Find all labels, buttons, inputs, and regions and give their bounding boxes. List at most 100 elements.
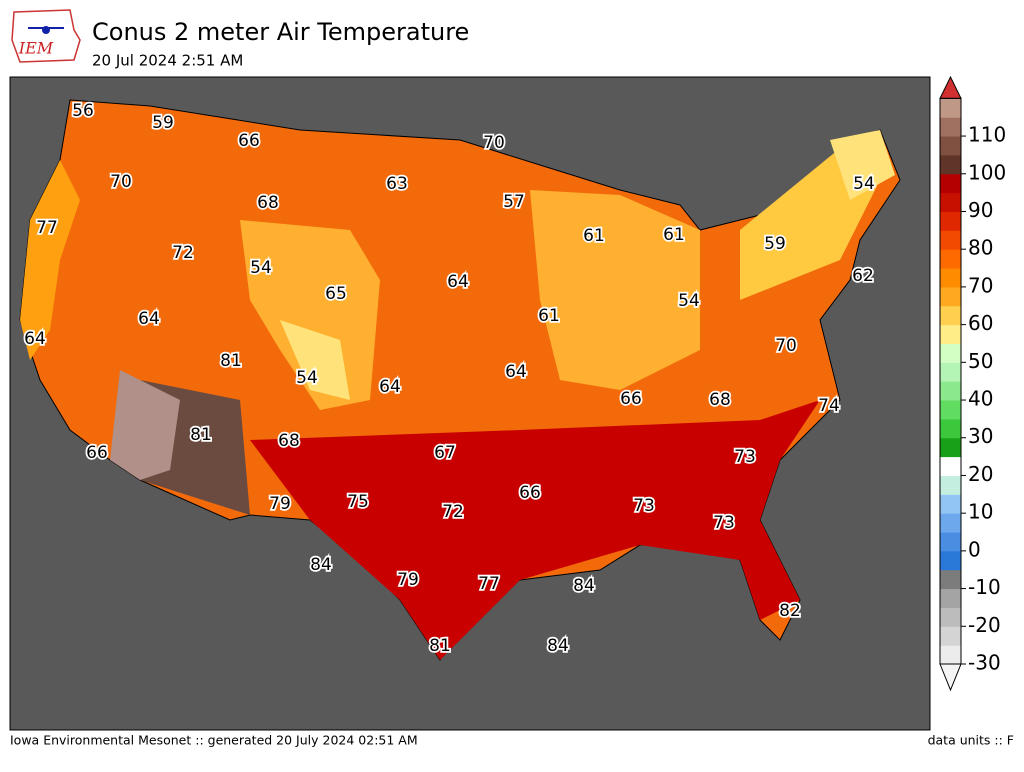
colorbar-segment — [940, 437, 961, 458]
station-value: 82 — [779, 601, 801, 621]
colorbar-segment — [940, 494, 961, 514]
logo: IEM — [11, 9, 81, 63]
station-value: 84 — [573, 576, 595, 596]
title: Conus 2 meter Air Temperature — [92, 18, 469, 46]
station-value: 70 — [483, 133, 505, 153]
colorbar-segment — [940, 154, 961, 175]
station-value: 54 — [678, 291, 700, 311]
colorbar-segment — [940, 607, 961, 627]
station-value: 66 — [86, 443, 108, 463]
station-value: 66 — [238, 131, 260, 151]
colorbar-segment — [940, 475, 961, 495]
colorbar-segment — [940, 98, 961, 118]
colorbar-segment — [940, 173, 961, 194]
station-value: 72 — [172, 243, 194, 263]
colorbar-segment — [940, 305, 961, 326]
station-value: 67 — [434, 443, 456, 463]
colorbar-label: 40 — [968, 387, 993, 411]
station-value: 56 — [72, 101, 94, 121]
station-value: 81 — [220, 351, 242, 371]
station-value: 63 — [386, 174, 408, 194]
colorbar-label: 50 — [968, 349, 993, 373]
colorbar-frame — [939, 97, 962, 665]
colorbar-segment — [940, 117, 961, 137]
colorbar-segment — [940, 324, 961, 344]
colorbar-label: -20 — [968, 613, 1001, 637]
colorbar-label: 90 — [968, 198, 993, 222]
station-value: 81 — [190, 425, 212, 445]
colorbar-segment — [940, 456, 961, 476]
colorbar-segment — [940, 400, 961, 420]
station-value: 77 — [36, 218, 58, 238]
station-value: 70 — [110, 172, 132, 192]
station-value: 79 — [269, 494, 291, 514]
logo-text: IEM — [18, 39, 54, 58]
colorbar-label: 60 — [968, 311, 993, 335]
station-value: 68 — [709, 390, 731, 410]
station-value: 61 — [663, 225, 685, 245]
station-value: 81 — [429, 636, 451, 656]
colorbar-segment — [940, 513, 961, 533]
subtitle: 20 Jul 2024 2:51 AM — [92, 52, 243, 70]
station-value: 68 — [278, 431, 300, 451]
colorbar-segment — [940, 192, 961, 212]
station-value: 66 — [519, 483, 541, 503]
station-value: 57 — [503, 192, 525, 212]
station-value: 64 — [505, 362, 527, 382]
colorbar-label: 70 — [968, 273, 993, 297]
station-value: 54 — [296, 368, 318, 388]
colorbar-segment — [940, 588, 961, 608]
station-value: 74 — [818, 396, 840, 416]
colorbar-label: 0 — [968, 537, 981, 561]
colorbar-segment — [940, 569, 961, 590]
colorbar-label: 110 — [968, 123, 1006, 147]
colorbar-label: 30 — [968, 424, 993, 448]
station-value: 84 — [310, 555, 332, 575]
colorbar-segment — [940, 343, 961, 363]
colorbar-segment — [940, 249, 961, 269]
station-value: 61 — [538, 306, 560, 326]
station-value: 64 — [24, 329, 46, 349]
colorbar-segment — [940, 381, 961, 401]
station-value: 66 — [620, 389, 642, 409]
colorbar-segment — [940, 286, 961, 307]
station-value: 65 — [325, 284, 347, 304]
station-value: 75 — [347, 492, 369, 512]
colorbar-segment — [940, 645, 961, 665]
colorbar-segment — [940, 268, 961, 288]
station-value: 77 — [478, 574, 500, 594]
station-value: 59 — [152, 113, 174, 133]
conus — [19, 99, 901, 661]
station-value: 64 — [447, 272, 469, 292]
station-value: 73 — [713, 513, 735, 533]
station-value: 72 — [442, 502, 464, 522]
colorbar-segment — [940, 626, 961, 646]
colorbar-label: 100 — [968, 160, 1006, 184]
station-value: 61 — [583, 226, 605, 246]
station-value: 70 — [775, 336, 797, 356]
colorbar-segment — [940, 418, 961, 439]
colorbar-extend — [939, 75, 962, 99]
station-value: 59 — [764, 234, 786, 254]
footer-right: data units :: F — [928, 733, 1014, 748]
colorbar-label: 80 — [968, 236, 993, 260]
station-value: 54 — [250, 258, 272, 278]
station-value: 73 — [633, 496, 655, 516]
colorbar-segment — [940, 550, 961, 571]
colorbar-segment — [940, 362, 961, 382]
colorbar-label: -30 — [968, 651, 1001, 675]
colorbar-label: -10 — [968, 575, 1001, 599]
station-value: 54 — [853, 174, 875, 194]
colorbar-segment — [940, 230, 961, 250]
station-value: 84 — [547, 636, 569, 656]
colorbar-extend — [939, 663, 962, 692]
station-value: 64 — [379, 377, 401, 397]
station-value: 64 — [138, 309, 160, 329]
colorbar-segment — [940, 211, 961, 231]
station-value: 62 — [852, 266, 874, 286]
colorbar-segment — [940, 532, 961, 552]
colorbar-segment — [940, 136, 961, 156]
footer-left: Iowa Environmental Mesonet :: generated … — [10, 733, 418, 748]
